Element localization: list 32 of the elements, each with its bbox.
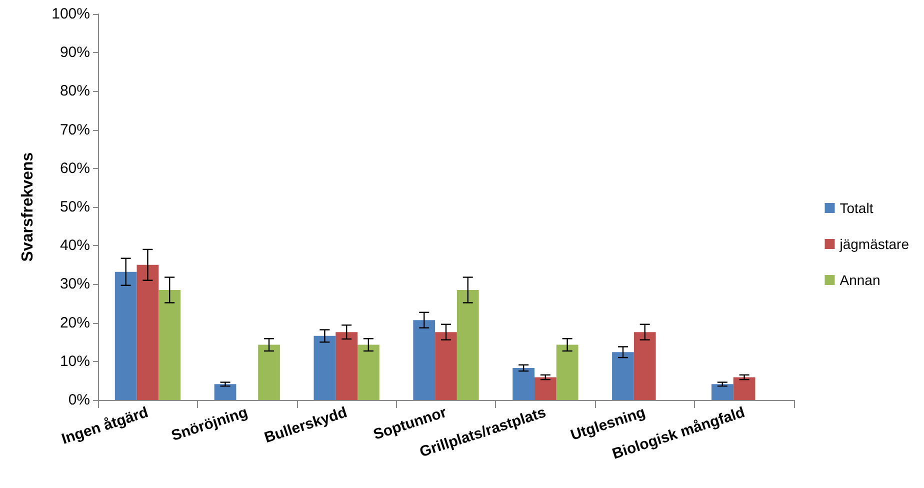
bar	[456, 290, 479, 400]
bar	[114, 272, 137, 400]
y-tick-label: 60%	[60, 160, 90, 177]
y-tick-label: 70%	[60, 121, 90, 138]
bar	[534, 377, 556, 400]
bar	[556, 344, 578, 400]
bar	[136, 264, 159, 400]
legend-label: jägmästare	[838, 236, 910, 252]
bar	[258, 344, 280, 400]
y-tick-label: 90%	[60, 44, 90, 62]
legend-label: Totalt	[840, 200, 874, 216]
bar	[336, 332, 358, 400]
bar	[358, 344, 380, 400]
y-tick-label: 10%	[60, 352, 90, 370]
bar	[634, 332, 656, 400]
y-axis-title: Svarsfrekvens	[20, 152, 36, 262]
bar	[612, 352, 634, 400]
bar	[435, 332, 457, 400]
y-tick-label: 100%	[52, 6, 90, 22]
bar	[512, 368, 534, 400]
y-tick-label: 30%	[60, 276, 90, 293]
legend-label: Annan	[840, 272, 880, 288]
y-tick-label: 40%	[60, 237, 90, 254]
y-tick-label: 80%	[60, 82, 90, 100]
bar	[214, 384, 236, 400]
bar	[733, 377, 756, 400]
bar	[711, 384, 734, 400]
bar	[314, 336, 336, 400]
y-tick-label: 50%	[60, 198, 90, 216]
bar	[158, 290, 181, 400]
y-tick-label: 20%	[60, 314, 90, 332]
bar	[413, 320, 436, 400]
